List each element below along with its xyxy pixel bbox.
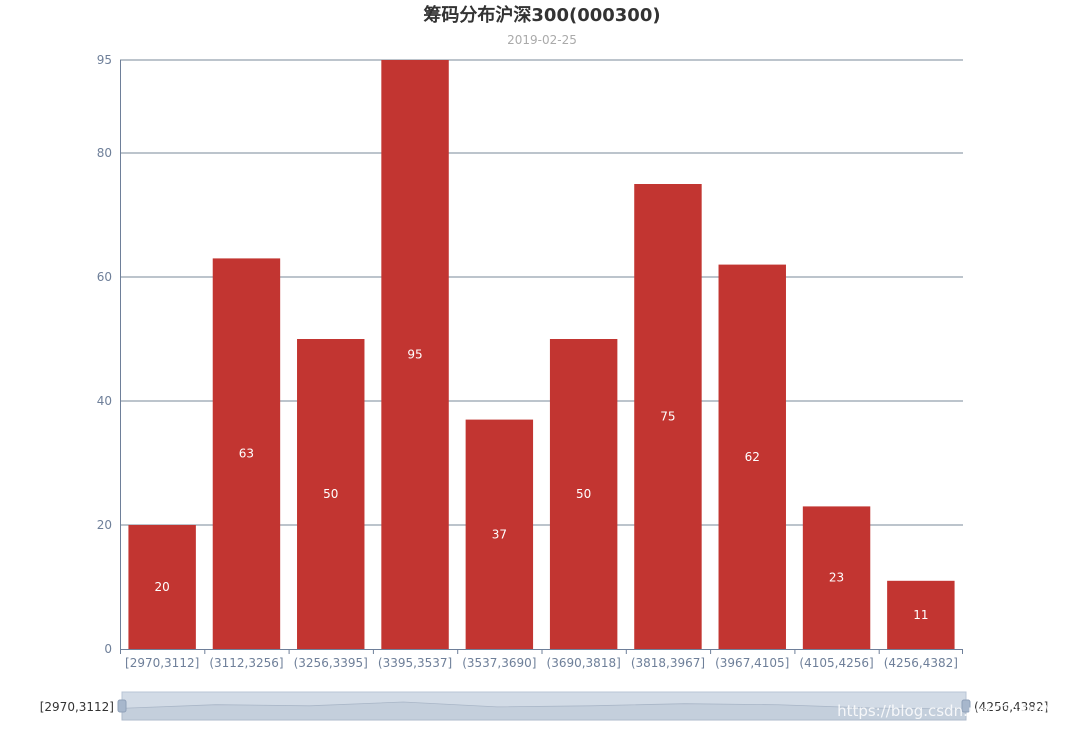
chart-title: 筹码分布沪深300(000300) — [423, 4, 660, 26]
bar-value-label: 95 — [407, 348, 422, 362]
data-zoom-slider[interactable]: [2970,3112] (4256,4382] — [40, 691, 1049, 721]
bar[interactable] — [297, 339, 365, 649]
x-tick-label: (3537,3690] — [462, 656, 536, 670]
bar-value-label: 11 — [913, 608, 928, 622]
x-tick-label: (3256,3395] — [294, 656, 368, 670]
x-tick-label: (3690,3818] — [547, 656, 621, 670]
bar-value-label: 75 — [660, 410, 675, 424]
bar-value-label: 23 — [829, 571, 844, 585]
y-tick-label: 40 — [97, 394, 112, 408]
bars: 20 63 50 95 37 50 75 62 23 11 — [128, 60, 955, 649]
bar[interactable] — [381, 60, 449, 649]
x-tick-label: (3967,4105] — [715, 656, 789, 670]
data-zoom-preview-area — [121, 701, 967, 721]
bar[interactable] — [887, 580, 955, 649]
bar-value-label: 50 — [323, 487, 338, 501]
bar-value-label: 62 — [745, 450, 760, 464]
chart-subtitle: 2019-02-25 — [507, 33, 577, 47]
data-zoom-handle-left[interactable] — [117, 699, 127, 713]
bar[interactable] — [634, 184, 702, 649]
bar[interactable] — [549, 339, 618, 649]
x-tick-label: (4105,4256] — [799, 656, 873, 670]
bar[interactable] — [718, 264, 786, 649]
bar[interactable] — [465, 419, 534, 649]
data-zoom-start-label: [2970,3112] — [40, 700, 114, 714]
x-tick-label: [2970,3112] — [125, 656, 199, 670]
bar[interactable] — [802, 506, 871, 649]
axes: 0 20 40 60 80 95 [2970,3112] (3112,3256] (3256,3… — [97, 53, 963, 670]
y-tick-label: 60 — [97, 270, 112, 284]
y-tick-label: 20 — [97, 518, 112, 532]
bar-value-label: 37 — [492, 527, 507, 541]
bar-value-label: 20 — [155, 580, 170, 594]
x-tick-label: (3818,3967] — [631, 656, 705, 670]
x-tick-label: (3112,3256] — [209, 656, 283, 670]
x-tick-label: (3395,3537] — [378, 656, 452, 670]
bar[interactable] — [128, 525, 196, 649]
y-tick-label: 95 — [97, 53, 112, 67]
bar[interactable] — [212, 258, 281, 649]
y-tick-label: 0 — [104, 642, 112, 656]
x-tick-label: (4256,4382] — [884, 656, 958, 670]
watermark-text: https://blog.csdn.net/TOSWMYP — [837, 702, 1074, 720]
bar-value-label: 50 — [576, 487, 591, 501]
data-zoom-end-label: (4256,4382] — [974, 700, 1048, 714]
y-tick-label: 80 — [97, 146, 112, 160]
bar-value-label: 63 — [239, 447, 254, 461]
data-zoom-handle-right[interactable] — [961, 699, 971, 713]
